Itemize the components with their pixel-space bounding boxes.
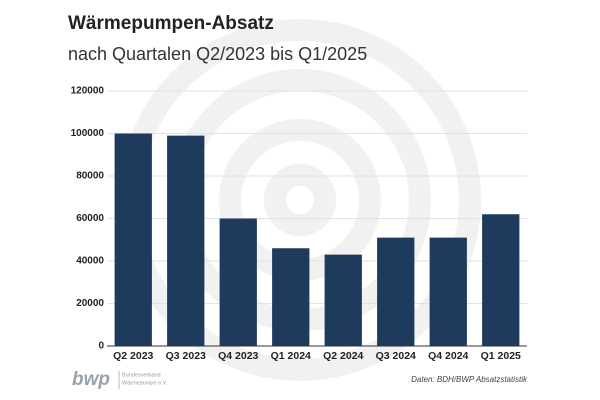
x-tick-label: Q3 2024 (376, 350, 416, 362)
bar (324, 254, 362, 346)
y-tick-label: 60000 (76, 213, 104, 224)
x-tick-label: Q1 2025 (481, 350, 521, 362)
x-tick-label: Q2 2023 (113, 350, 153, 362)
y-tick-label: 120000 (71, 86, 105, 97)
logo-line: Wärmepumpe e.V. (122, 380, 168, 386)
bar (272, 248, 310, 346)
x-tick-label: Q1 2024 (271, 350, 311, 362)
x-tick-label: Q4 2024 (428, 350, 468, 362)
swirl-ring (264, 164, 336, 236)
chart-title: Wärmepumpen-Absatz (68, 13, 274, 34)
bar (429, 237, 467, 346)
y-tick-label: 0 (98, 341, 104, 352)
chart-subtitle: nach Quartalen Q2/2023 bis Q1/2025 (68, 44, 367, 64)
logo: bwp (72, 369, 110, 390)
x-tick-label: Q4 2023 (218, 350, 258, 362)
y-tick-label: 100000 (71, 128, 105, 139)
bar (377, 237, 415, 346)
bar (482, 214, 520, 346)
x-tick-label: Q2 2024 (323, 350, 363, 362)
y-tick-label: 20000 (76, 298, 104, 309)
bar (114, 133, 152, 346)
y-tick-label: 80000 (76, 171, 104, 182)
source: Daten: BDH/BWP Absatzstatistik (411, 375, 528, 384)
y-tick-label: 40000 (76, 256, 104, 267)
x-tick-label: Q3 2023 (166, 350, 206, 362)
bar (219, 218, 257, 346)
bar (167, 135, 205, 346)
logo-line: Bundesverband (122, 372, 161, 378)
